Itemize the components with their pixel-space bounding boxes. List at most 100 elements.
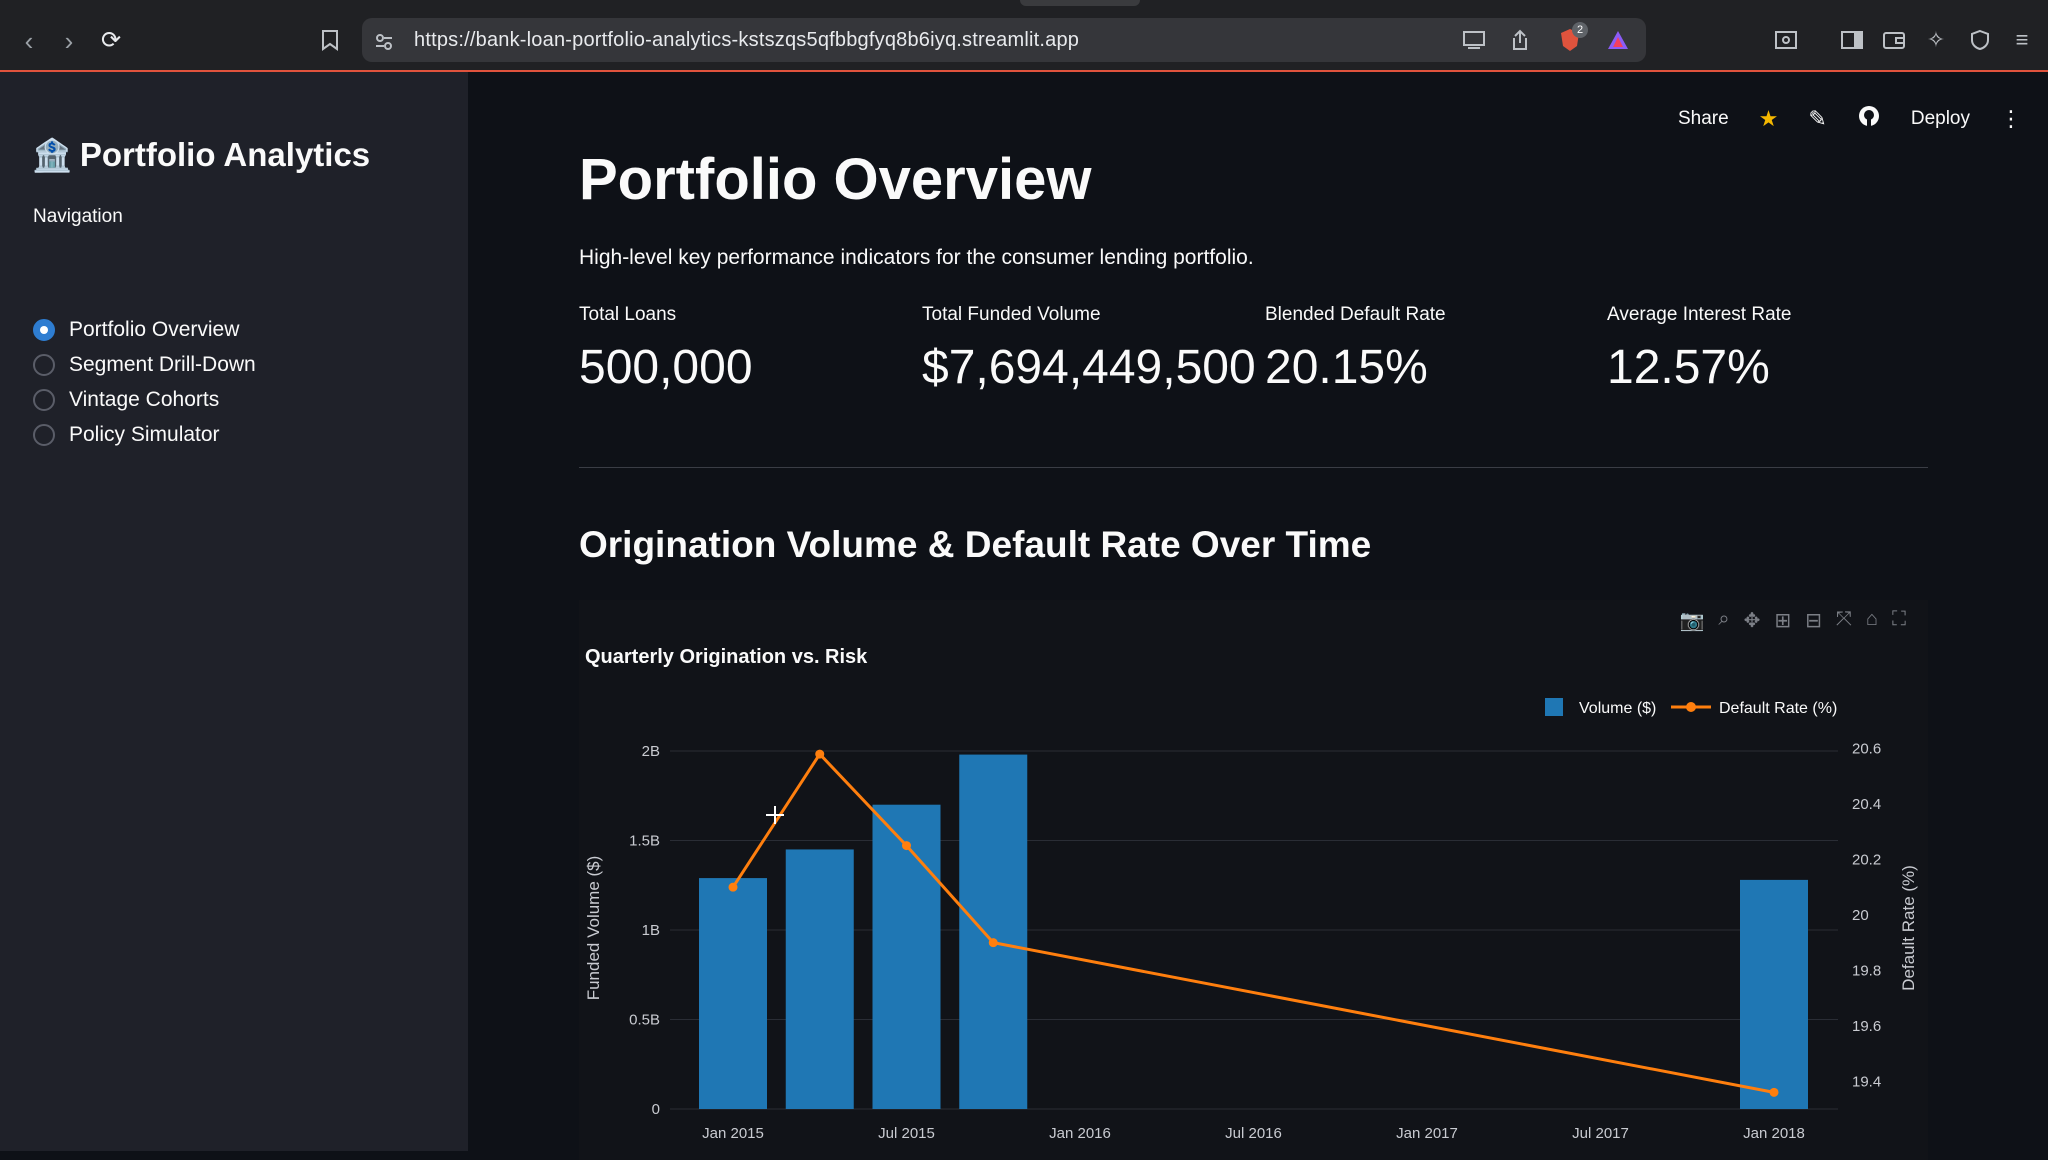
default-rate-point: [728, 882, 738, 892]
radio-unselected-icon[interactable]: [33, 389, 55, 411]
zoom-icon[interactable]: ⌕: [1718, 608, 1730, 630]
x-tick-label: Jan 2016: [1049, 1125, 1111, 1142]
metric-average-interest-rate: Average Interest Rate 12.57%: [1607, 304, 1791, 395]
y-tick-label: 0.5B: [629, 1012, 660, 1029]
metric-value: 20.15%: [1265, 341, 1428, 394]
radio-unselected-icon[interactable]: [33, 424, 55, 446]
metric-label: Total Loans: [579, 304, 677, 325]
y2-axis-label: Default Rate (%): [1899, 865, 1918, 991]
y2-tick-label: 19.6: [1852, 1018, 1881, 1035]
metric-label: Blended Default Rate: [1265, 304, 1446, 325]
legend-label-volume: Volume ($): [1579, 700, 1656, 717]
metric-blended-default-rate: Blended Default Rate 20.15%: [1265, 304, 1446, 395]
bank-icon: 🏦: [32, 137, 72, 173]
brave-rewards-icon[interactable]: [1604, 26, 1632, 54]
navigation-label: Navigation: [33, 206, 123, 227]
volume-bar: [872, 804, 941, 1109]
metric-value: 500,000: [579, 341, 753, 394]
github-icon[interactable]: [1857, 104, 1881, 134]
deploy-button[interactable]: Deploy: [1910, 108, 1970, 129]
sidebar: [0, 72, 468, 1151]
y-tick-label: 2B: [642, 743, 660, 760]
volume-bar: [1740, 879, 1808, 1109]
y2-tick-label: 20.2: [1852, 851, 1881, 868]
nav-radio-label: Portfolio Overview: [69, 318, 240, 341]
chart-title: Quarterly Origination vs. Risk: [585, 646, 868, 668]
y2-tick-label: 19.4: [1852, 1073, 1881, 1090]
combo-chart[interactable]: Quarterly Origination vs. Risk 0 0.5B 1B 1.5…: [579, 630, 1928, 1151]
metric-total-funded-volume: Total Funded Volume $7,694,449,500: [922, 304, 1256, 395]
radio-unselected-icon[interactable]: [33, 354, 55, 376]
y2-tick-label: 20.6: [1852, 741, 1881, 758]
metric-value: $7,694,449,500: [922, 341, 1256, 394]
zoom-in-icon[interactable]: ⊞: [1774, 610, 1792, 632]
reset-axes-icon[interactable]: ⌂: [1865, 608, 1878, 630]
autoscale-icon[interactable]: ⤧: [1835, 608, 1852, 630]
radio-selected-icon[interactable]: [33, 319, 55, 341]
y-axis-label: Funded Volume ($): [584, 856, 603, 1001]
bookmark-icon[interactable]: [316, 26, 344, 54]
leo-ai-icon[interactable]: ✧: [1926, 27, 1946, 52]
star-icon[interactable]: ★: [1758, 106, 1779, 131]
camera-icon[interactable]: 📷: [1679, 610, 1705, 632]
section-title: Origination Volume & Default Rate Over T…: [579, 524, 1372, 565]
sidebar-toggle-icon[interactable]: [1838, 26, 1866, 54]
legend-swatch-volume: [1545, 698, 1563, 716]
nav-radio-label: Policy Simulator: [69, 423, 220, 446]
legend-swatch-point: [1686, 702, 1696, 712]
sidebar-title: 🏦 Portfolio Analytics: [32, 136, 370, 174]
share-page-icon[interactable]: [1506, 26, 1534, 54]
volume-bar: [959, 754, 1028, 1109]
browser-toolbar: ‹ › ⟳ https://bank-loan-portfolio-analyt…: [0, 0, 2048, 72]
default-rate-point: [815, 749, 825, 759]
nav-radio-vintage-cohorts[interactable]: Vintage Cohorts: [33, 388, 219, 412]
y-tick-label: 1B: [642, 922, 660, 939]
section-divider: [579, 467, 1928, 468]
default-rate-point: [1769, 1087, 1779, 1097]
x-tick-label: Jul 2015: [878, 1125, 935, 1142]
pan-icon[interactable]: ✥: [1743, 610, 1761, 632]
x-tick-label: Jan 2018: [1743, 1125, 1805, 1142]
address-bar[interactable]: [362, 18, 1646, 62]
volume-bar: [785, 849, 854, 1109]
x-tick-label: Jan 2015: [702, 1125, 764, 1142]
metric-total-loans: Total Loans 500,000: [579, 304, 753, 395]
y2-tick-label: 19.8: [1852, 962, 1881, 979]
x-tick-label: Jul 2016: [1225, 1125, 1282, 1142]
y2-tick-label: 20: [1852, 907, 1869, 924]
x-tick-label: Jul 2017: [1572, 1125, 1629, 1142]
edit-pencil-icon[interactable]: ✎: [1808, 106, 1827, 131]
cast-icon[interactable]: [1460, 26, 1488, 54]
site-settings-icon[interactable]: [370, 28, 398, 56]
default-rate-point: [902, 841, 911, 851]
forward-icon[interactable]: ›: [64, 26, 74, 56]
app-header-actions: Share ★ ✎ Deploy ⋮: [1678, 104, 2022, 134]
nav-radio-policy-simulator[interactable]: Policy Simulator: [33, 423, 220, 447]
fullscreen-icon[interactable]: ⛶: [1892, 608, 1906, 630]
vpn-shield-icon[interactable]: [1966, 26, 1994, 54]
wallet-icon[interactable]: [1880, 26, 1908, 54]
nav-radio-label: Segment Drill-Down: [69, 353, 256, 376]
more-options-icon[interactable]: ⋮: [2000, 106, 2022, 131]
share-button[interactable]: Share: [1677, 108, 1729, 129]
page-subtitle: High-level key performance indicators fo…: [579, 246, 1254, 269]
zoom-out-icon[interactable]: ⊟: [1805, 610, 1822, 632]
y-tick-label: 1.5B: [629, 833, 660, 850]
page-title: Portfolio Overview: [579, 147, 1092, 212]
metric-label: Total Funded Volume: [922, 304, 1101, 325]
nav-radio-portfolio-overview[interactable]: Portfolio Overview: [33, 318, 239, 342]
reload-icon[interactable]: ⟳: [100, 27, 122, 54]
nav-radio-segment-drill-down[interactable]: Segment Drill-Down: [33, 353, 256, 377]
sidebar-title-text: Portfolio Analytics: [79, 136, 371, 173]
menu-icon[interactable]: ≡: [2015, 27, 2029, 52]
nav-radio-label: Vintage Cohorts: [69, 388, 220, 411]
url-text[interactable]: https://bank-loan-portfolio-analytics-ks…: [414, 29, 1080, 51]
tab-strip-handle: [1020, 0, 1140, 6]
screenshot-icon[interactable]: [1772, 26, 1800, 54]
back-icon[interactable]: ‹: [24, 26, 34, 56]
y-tick-label: 0: [652, 1101, 660, 1118]
y2-tick-label: 20.4: [1852, 796, 1881, 813]
default-rate-point: [988, 938, 998, 948]
volume-bar: [699, 878, 767, 1109]
shields-badge: 2: [1572, 22, 1588, 38]
